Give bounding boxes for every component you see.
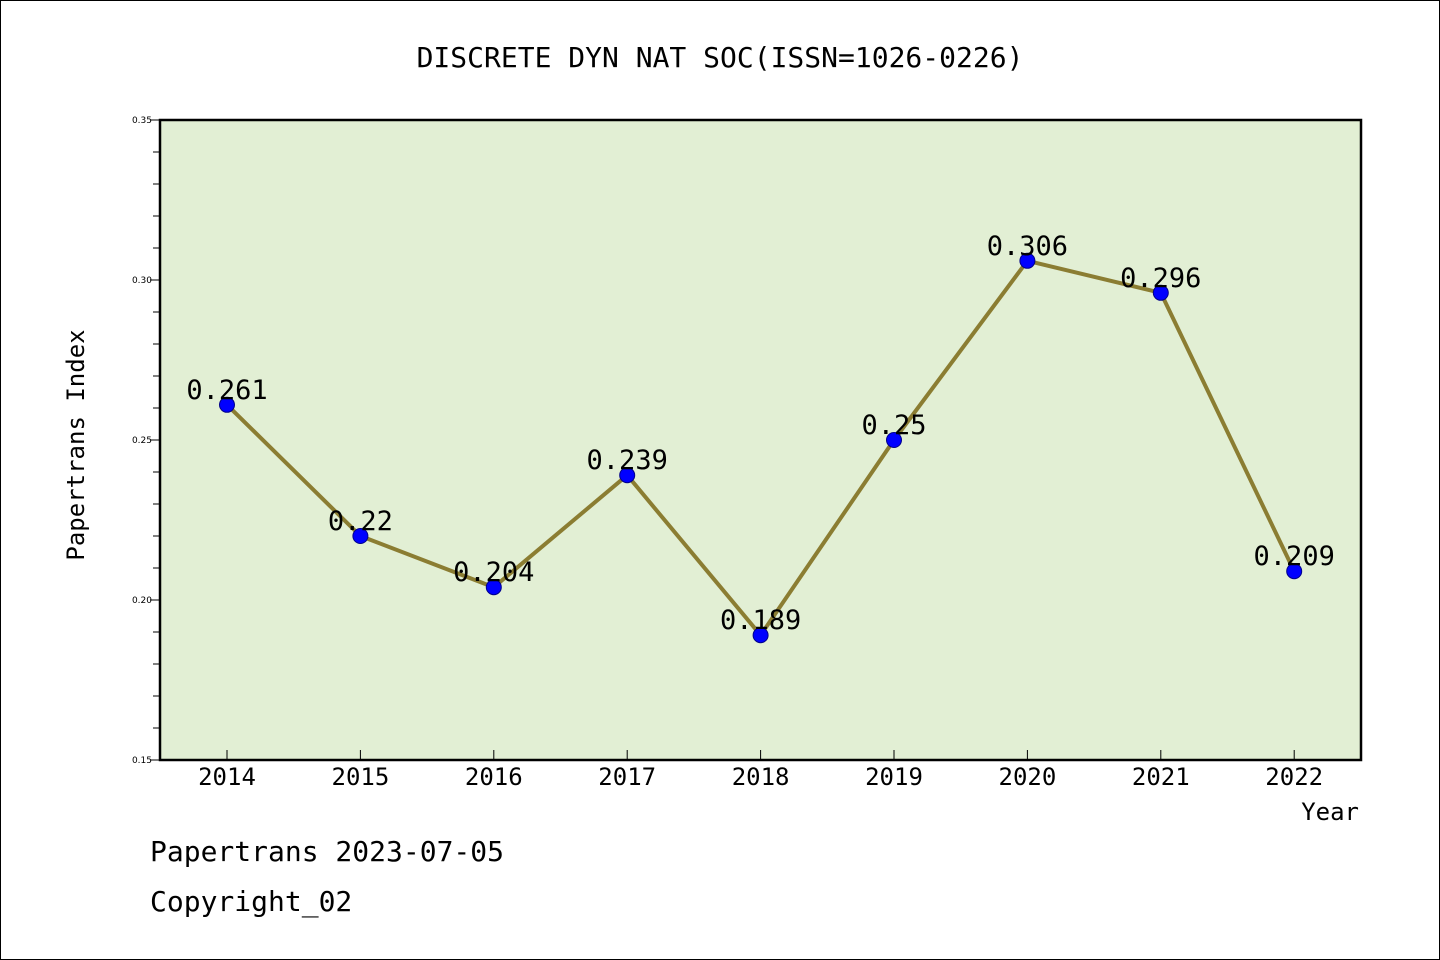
x-tick-label: 2019 — [865, 763, 923, 791]
y-tick-label: 0.25 — [132, 436, 152, 446]
data-label: 0.296 — [1120, 263, 1201, 294]
data-label: 0.25 — [861, 410, 926, 441]
data-label: 0.22 — [328, 506, 393, 537]
y-tick-label: 0.30 — [132, 276, 152, 286]
data-point — [886, 432, 902, 448]
x-tick-label: 2021 — [1132, 763, 1190, 791]
data-label: 0.261 — [186, 375, 267, 406]
y-tick-label: 0.35 — [132, 116, 152, 126]
data-point — [1152, 284, 1169, 301]
data-point — [619, 467, 636, 484]
data-label: 0.209 — [1254, 541, 1335, 572]
y-axis: 0.15 0.20 0.25 0.30 0.35 — [132, 116, 160, 766]
plot-area — [158, 118, 1363, 762]
y-tick-label: 0.20 — [132, 596, 152, 606]
data-point — [752, 627, 769, 644]
data-point — [219, 396, 235, 413]
x-tick-label: 2022 — [1265, 763, 1323, 791]
y-axis-label: Papertrans Index — [62, 329, 90, 560]
x-axis-label: Year — [1301, 798, 1359, 826]
data-label: 0.189 — [720, 605, 801, 636]
x-tick-label: 2016 — [465, 763, 523, 791]
data-series — [219, 252, 1303, 644]
y-tick-label: 0.15 — [132, 756, 152, 766]
data-label: 0.204 — [453, 557, 534, 588]
data-labels: 0.261 0.22 0.204 0.239 0.189 0.25 0.306 0.296 0.… — [186, 231, 1334, 636]
x-tick-label: 2015 — [332, 763, 390, 791]
data-label: 0.239 — [587, 445, 668, 476]
data-label: 0.306 — [987, 231, 1068, 262]
data-point — [485, 579, 502, 596]
chart-title: DISCRETE DYN NAT SOC(ISSN=1026-0226) — [417, 41, 1024, 74]
x-tick-label: 2018 — [732, 763, 790, 791]
x-tick-label: 2017 — [598, 763, 656, 791]
footer-date: Papertrans 2023-07-05 — [150, 835, 505, 868]
footer-copyright: Copyright_02 — [150, 885, 353, 918]
data-point — [1286, 563, 1303, 580]
data-point — [1019, 252, 1036, 269]
data-point — [352, 528, 369, 544]
x-tick-label: 2014 — [198, 763, 256, 791]
x-axis: 2014 2015 2016 2017 2018 2019 2020 2021 2022 — [198, 750, 1323, 791]
x-tick-label: 2020 — [999, 763, 1057, 791]
